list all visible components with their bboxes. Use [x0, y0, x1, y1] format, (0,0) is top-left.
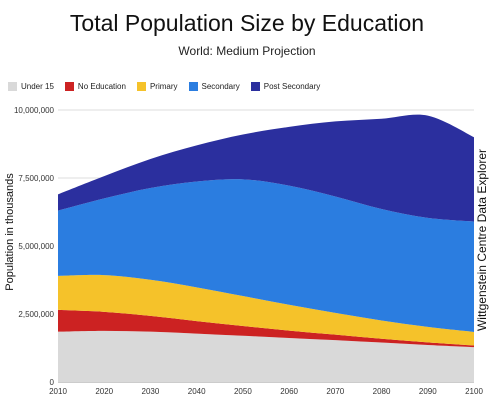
x-tick-label: 2060 — [280, 387, 298, 396]
legend-label: Post Secondary — [263, 81, 321, 91]
legend-label: No Education — [77, 81, 126, 91]
y-axis-label: Population in thousands — [4, 173, 16, 291]
legend-swatch — [250, 81, 260, 91]
y-tick-label: 10,000,000 — [14, 106, 55, 115]
x-tick-label: 2010 — [49, 387, 67, 396]
y-tick-label: 0 — [50, 378, 55, 387]
legend: Under 15 No Education Primary Secondary Post… — [8, 79, 331, 93]
x-tick-label: 2080 — [373, 387, 391, 396]
x-tick-label: 2050 — [234, 387, 252, 396]
area-series-3 — [58, 179, 474, 332]
x-tick-label: 2090 — [419, 387, 437, 396]
legend-label: Primary — [149, 81, 178, 91]
legend-label: Under 15 — [21, 81, 54, 91]
x-tick-label: 2100 — [465, 387, 483, 396]
legend-item-1: No Education — [64, 81, 126, 91]
x-tick-label: 2040 — [188, 387, 206, 396]
chart-subtitle: World: Medium Projection — [178, 44, 316, 58]
y-tick-label: 7,500,000 — [18, 174, 54, 183]
x-tick-label: 2070 — [326, 387, 344, 396]
area-series-1 — [58, 309, 474, 348]
area-series-2 — [58, 274, 474, 346]
areas — [58, 114, 474, 382]
x-tick-label: 2020 — [95, 387, 113, 396]
area-series-4 — [58, 114, 474, 222]
legend-item-2: Primary — [136, 81, 178, 91]
legend-item-3: Secondary — [188, 81, 240, 91]
legend-item-4: Post Secondary — [250, 81, 321, 91]
legend-label: Secondary — [201, 81, 240, 91]
y-tick-labels: 0 2,500,000 5,000,000 7,500,000 10,000,000 — [14, 106, 55, 387]
side-credit-label: Wittgenstein Centre Data Explorer — [475, 149, 489, 331]
y-tick-label: 5,000,000 — [18, 242, 54, 251]
chart-title: Total Population Size by Education — [69, 10, 425, 36]
legend-swatch — [8, 81, 17, 91]
y-tick-label: 2,500,000 — [18, 310, 54, 319]
legend-swatch — [136, 81, 146, 91]
x-tick-labels: 2010 2020 2030 2040 2050 2060 2070 2080 2090 2100 — [49, 387, 483, 396]
area-series-0 — [58, 330, 474, 382]
legend-item-0: Under 15 — [8, 81, 54, 91]
x-tick-label: 2030 — [142, 387, 160, 396]
legend-swatch — [64, 81, 74, 91]
legend-swatch — [188, 81, 198, 91]
